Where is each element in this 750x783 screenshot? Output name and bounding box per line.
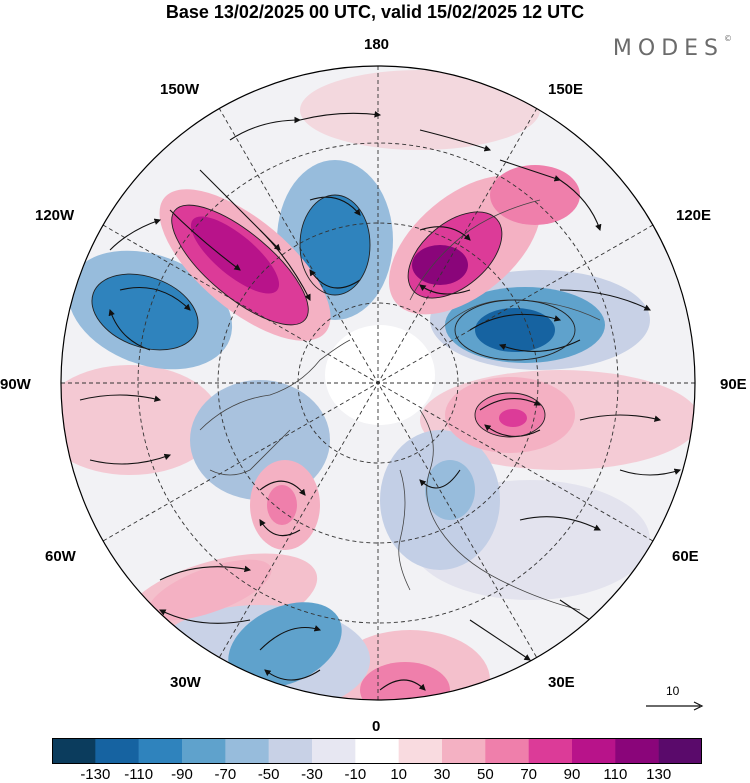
color-bar-tick-label: 70 <box>520 766 537 783</box>
reference-vector-label: 10 <box>666 684 680 698</box>
color-bar-swatch <box>398 738 443 764</box>
anomaly-field <box>61 70 695 700</box>
color-bar-swatch <box>442 738 486 764</box>
color-bar-swatch <box>268 738 313 764</box>
map-title: Base 13/02/2025 00 UTC, valid 15/02/2025… <box>165 2 585 22</box>
color-bar-tick-label: -90 <box>171 766 193 783</box>
polar-map <box>60 65 696 701</box>
brand-mark: © <box>724 34 732 43</box>
color-bar-tick-label: 130 <box>646 766 672 783</box>
color-bar-swatch <box>52 738 96 764</box>
color-bar-swatch <box>658 738 702 764</box>
color-bar-tick-label: 110 <box>603 766 628 783</box>
lon-label-90w: 90W <box>0 376 31 393</box>
color-bar-swatch <box>485 738 529 764</box>
color-bar-swatch <box>572 738 616 764</box>
color-bar-swatch <box>138 738 183 764</box>
brand-text: MODES <box>612 36 724 61</box>
lon-label-60e: 60E <box>672 548 699 565</box>
color-bar-tick-label: -110 <box>124 766 154 783</box>
color-bar-swatch <box>95 738 139 764</box>
lon-label-150w: 150W <box>160 81 200 98</box>
color-bar-tick-label: 30 <box>433 766 451 783</box>
color-bar <box>52 738 702 764</box>
color-bar-tick-label: 50 <box>476 766 494 783</box>
color-bar-border <box>52 738 702 764</box>
color-bar-tick-label: 10 <box>390 766 407 783</box>
color-bar-swatch <box>528 738 573 764</box>
color-bar-tick-label: -10 <box>344 766 367 783</box>
lon-label-0: 0 <box>372 718 381 735</box>
color-bar-tick-label: -30 <box>301 766 323 783</box>
color-bar-swatch <box>225 738 269 764</box>
lon-label-180: 180 <box>364 36 390 53</box>
color-bar-swatch <box>355 738 399 764</box>
lon-label-60w: 60W <box>45 548 76 565</box>
graticule <box>61 66 695 700</box>
lon-label-120w: 120W <box>35 207 75 224</box>
contour-lines <box>91 194 576 438</box>
color-bar-tick-label: 90 <box>563 766 581 783</box>
color-bar-swatch <box>182 738 226 764</box>
lon-label-90e: 90E <box>720 376 747 393</box>
color-bar-tick-label: -130 <box>80 766 111 783</box>
coastlines <box>199 199 601 611</box>
map-boundary <box>60 65 696 701</box>
lon-label-30e: 30E <box>548 674 575 691</box>
reference-vector-arrow <box>646 701 704 711</box>
color-bar-swatch <box>615 738 659 764</box>
modes-logo: MODES© <box>612 34 732 61</box>
color-bar-tick-label: -50 <box>257 766 280 783</box>
color-bar-swatch <box>312 738 356 764</box>
color-bar-labels: -130 -110 -90 -70 -50 -30 -10 10 30 50 70 90 110 130 <box>0 766 750 783</box>
lon-label-120e: 120E <box>676 207 712 224</box>
wind-vectors <box>79 111 682 691</box>
lon-label-150e: 150E <box>548 81 584 98</box>
lon-label-30w: 30W <box>170 674 201 691</box>
color-bar-tick-label: -70 <box>214 766 237 783</box>
